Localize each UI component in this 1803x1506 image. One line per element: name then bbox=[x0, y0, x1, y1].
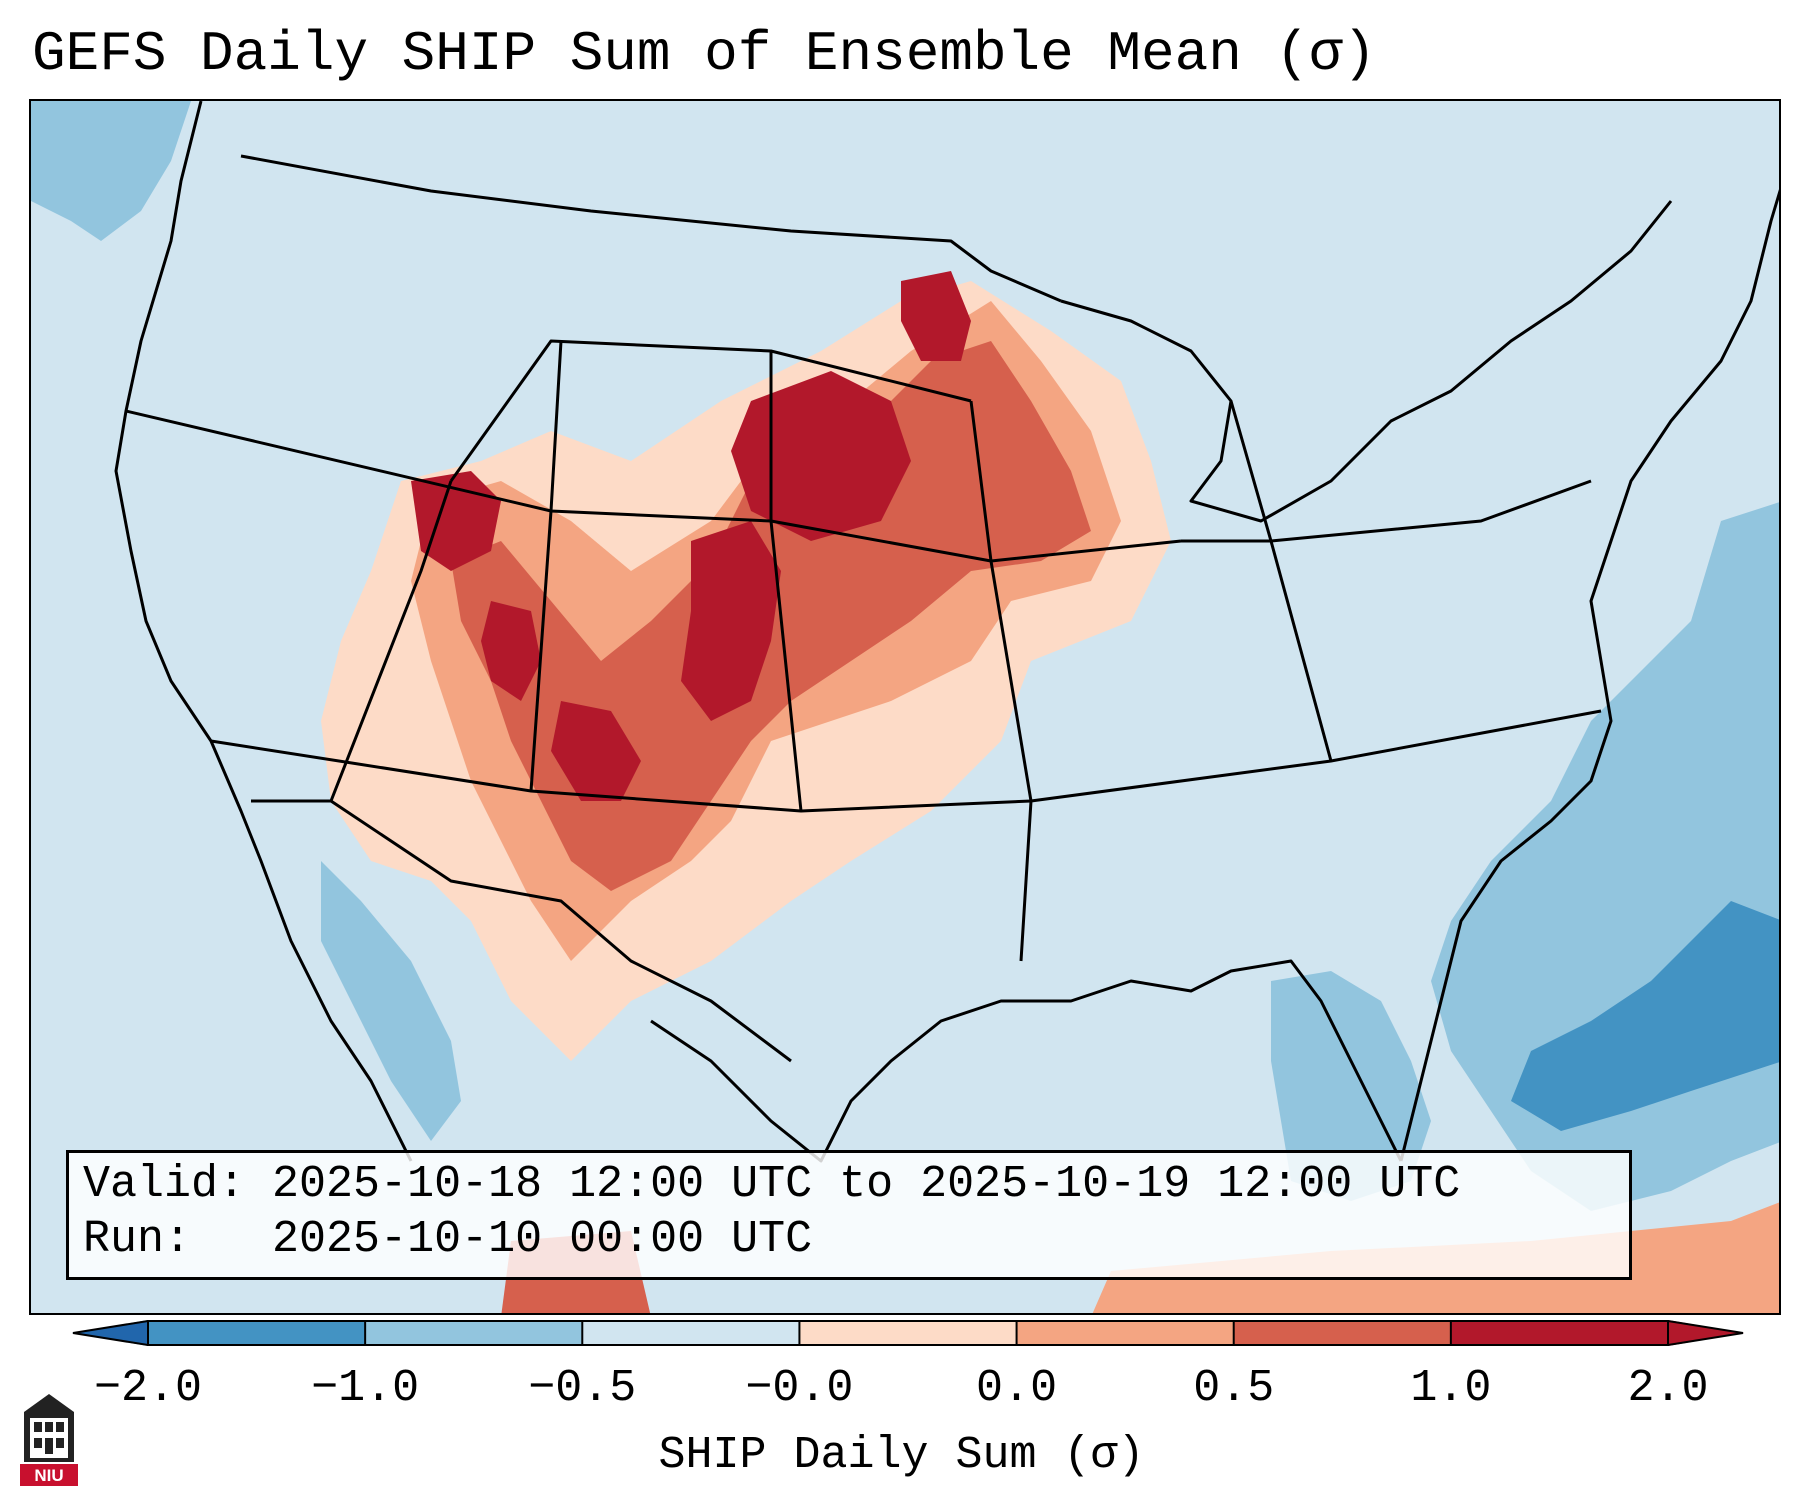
mexico-west-negative-region bbox=[321, 861, 461, 1141]
colorbar-segment bbox=[365, 1320, 583, 1346]
state-line-4 bbox=[529, 340, 563, 792]
state-line-8 bbox=[449, 339, 972, 482]
colorbar-tick-label: 0.0 bbox=[976, 1363, 1058, 1414]
dakota-dark-core bbox=[901, 271, 971, 361]
logo-text: NIU bbox=[34, 1466, 63, 1485]
state-line-2 bbox=[210, 709, 1602, 813]
niu-logo: NIU bbox=[20, 1394, 78, 1486]
colorbar-tick-label: −0.5 bbox=[528, 1363, 637, 1414]
utah-dark-core bbox=[411, 471, 501, 571]
colorbar-segment bbox=[582, 1320, 800, 1346]
pacific-coastline bbox=[114, 101, 413, 1162]
pacific-northwest-negative-region bbox=[31, 101, 191, 241]
map-boundaries bbox=[114, 101, 1779, 1163]
valid-label: Valid: bbox=[83, 1159, 246, 1210]
colorbar-tick-label: 2.0 bbox=[1627, 1363, 1709, 1414]
colorbar-tick-label: −2.0 bbox=[93, 1363, 203, 1414]
canada-border bbox=[240, 154, 1062, 303]
arizona-nm-dark-core bbox=[551, 701, 641, 801]
colorbar-segment bbox=[1016, 1320, 1235, 1346]
run-label: Run: bbox=[83, 1214, 192, 1265]
map-panel bbox=[29, 99, 1781, 1315]
nebraska-dark-core bbox=[731, 371, 911, 541]
colorbar-tick-label: 0.5 bbox=[1193, 1363, 1275, 1414]
colorbar-label: SHIP Daily Sum (σ) bbox=[658, 1430, 1145, 1481]
valid-value: 2025-10-18 12:00 UTC to 2025-10-19 12:00… bbox=[272, 1159, 1461, 1210]
atlantic-coastline bbox=[1399, 189, 1779, 1162]
state-line-6 bbox=[969, 400, 1033, 802]
colorbar-tick-label: −1.0 bbox=[311, 1363, 420, 1414]
run-value: 2025-10-10 00:00 UTC bbox=[272, 1214, 813, 1265]
great-lakes-outline bbox=[1060, 200, 1673, 523]
colorbar-tick-label: −0.0 bbox=[745, 1363, 854, 1414]
utah-south-dark-core bbox=[481, 601, 541, 701]
state-line-10 bbox=[1181, 479, 1592, 543]
valid-row: Valid: 2025-10-18 12:00 UTC to 2025-10-1… bbox=[83, 1157, 1615, 1212]
atlantic-strong-negative-region bbox=[1511, 901, 1779, 1131]
state-line-5 bbox=[769, 351, 803, 812]
state-line-9 bbox=[1019, 800, 1033, 962]
colorbar-segment bbox=[148, 1320, 366, 1346]
chart-title: GEFS Daily SHIP Sum of Ensemble Mean (σ) bbox=[32, 22, 1377, 86]
anomaly-map bbox=[31, 101, 1779, 1313]
colorbar-segment bbox=[1450, 1320, 1669, 1346]
colorbar-tick-label: 1.0 bbox=[1410, 1363, 1492, 1414]
gulf-coastline bbox=[650, 959, 1403, 1163]
colorbar-segment bbox=[1233, 1320, 1452, 1346]
colorbar bbox=[72, 1320, 1744, 1346]
colorbar-under-extension bbox=[72, 1320, 148, 1346]
kansas-colorado-dark-core bbox=[681, 521, 781, 721]
colorbar-over-extension bbox=[1668, 1320, 1744, 1346]
colorbar-segment bbox=[799, 1320, 1018, 1346]
validity-info-box: Valid: 2025-10-18 12:00 UTC to 2025-10-1… bbox=[66, 1150, 1632, 1280]
run-row: Run: 2025-10-10 00:00 UTC bbox=[83, 1212, 1615, 1267]
state-line-3 bbox=[329, 480, 453, 802]
